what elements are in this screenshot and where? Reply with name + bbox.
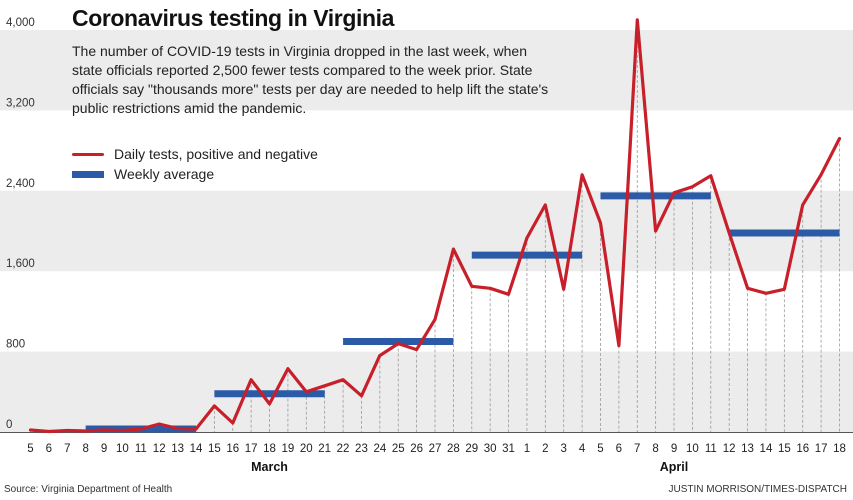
x-tick-label: 11 (705, 443, 717, 455)
x-tick-label: 9 (671, 443, 677, 455)
x-tick-label: 21 (318, 443, 331, 455)
x-tick-label: 5 (27, 443, 33, 455)
x-tick-label: 8 (652, 443, 658, 455)
x-tick-label: 14 (190, 443, 203, 455)
x-tick-label: 15 (208, 443, 221, 455)
x-tick-label: 17 (815, 443, 828, 455)
x-tick-label: 28 (447, 443, 460, 455)
credit-note: JUSTIN MORRISON/TIMES-DISPATCH (668, 484, 847, 495)
month-label: March (251, 460, 288, 474)
month-label: April (660, 460, 688, 474)
chart-description: The number of COVID-19 tests in Virginia… (72, 43, 549, 116)
band-0-800 (0, 351, 853, 432)
x-tick-label: 27 (429, 443, 442, 455)
y-tick-label: 3,200 (6, 97, 35, 109)
x-tick-label: 6 (616, 443, 622, 455)
band-3200-4000 (0, 30, 853, 111)
band-1600-2400 (0, 190, 853, 272)
x-tick-label: 20 (300, 443, 313, 455)
x-tick-label: 10 (686, 443, 699, 455)
x-tick-label: 13 (171, 443, 184, 455)
x-tick-label: 19 (282, 443, 295, 455)
x-tick-label: 23 (355, 443, 368, 455)
y-tick-label: 1,600 (6, 258, 35, 270)
x-tick-label: 15 (778, 443, 791, 455)
x-axis: 5 6 7 8 9 10 11 12 13 14 15 16 17 18 19 20 21 22 23 24 25 26 2… (27, 443, 846, 474)
x-tick-label: 10 (116, 443, 129, 455)
x-tick-label: 12 (153, 443, 166, 455)
x-tick-label: 26 (410, 443, 423, 455)
x-tick-label: 14 (760, 443, 773, 455)
x-tick-label: 8 (82, 443, 88, 455)
x-tick-label: 2 (542, 443, 548, 455)
source-note: Source: Virginia Department of Health (4, 484, 173, 495)
x-tick-label: 13 (741, 443, 754, 455)
x-tick-label: 24 (373, 443, 386, 455)
daily-tests-line (28, 18, 842, 434)
x-tick-label: 5 (597, 443, 603, 455)
x-tick-label: 17 (245, 443, 258, 455)
y-tick-label: 2,400 (6, 178, 35, 190)
legend: Daily tests, positive and negative Weekl… (72, 144, 318, 184)
x-tick-label: 18 (263, 443, 276, 455)
x-tick-label: 16 (796, 443, 809, 455)
x-tick-label: 4 (579, 443, 586, 455)
x-tick-label: 16 (226, 443, 239, 455)
legend-swatch-daily (72, 152, 104, 156)
x-tick-label: 7 (64, 443, 70, 455)
y-tick-label: 0 (6, 419, 12, 431)
x-tick-label: 1 (524, 443, 530, 455)
x-tick-label: 22 (337, 443, 350, 455)
x-tick-label: 11 (135, 443, 147, 455)
legend-label-daily: Daily tests, positive and negative (114, 146, 318, 162)
x-tick-label: 25 (392, 443, 405, 455)
x-tick-label: 3 (561, 443, 567, 455)
y-tick-label: 800 (6, 339, 25, 351)
legend-item-weekly: Weekly average (72, 164, 318, 184)
x-tick-label: 9 (101, 443, 107, 455)
daily-tests-series (28, 18, 842, 434)
x-tick-label: 29 (465, 443, 478, 455)
x-tick-label: 18 (833, 443, 846, 455)
weekly-average-series (85, 192, 840, 433)
legend-label-weekly: Weekly average (114, 166, 215, 182)
y-tick-label: 4,000 (6, 17, 35, 29)
x-tick-label: 6 (46, 443, 52, 455)
legend-swatch-weekly (72, 170, 104, 178)
legend-item-daily: Daily tests, positive and negative (72, 144, 318, 164)
x-tick-label: 12 (723, 443, 736, 455)
y-axis: 0 800 1,600 2,400 3,200 4,000 (0, 17, 853, 433)
x-tick-label: 31 (502, 443, 515, 455)
x-tick-label: 30 (484, 443, 497, 455)
x-tick-label: 7 (634, 443, 640, 455)
chart-title: Coronavirus testing in Virginia (72, 5, 395, 31)
